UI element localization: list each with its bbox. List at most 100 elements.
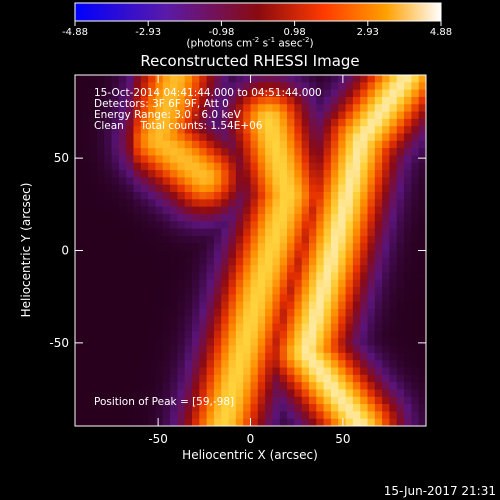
heatmap-cell [235,177,244,186]
heatmap-cell [279,75,288,83]
heatmap-cell [89,404,98,412]
heatmap-cell [177,199,186,208]
heatmap-cell [148,272,156,281]
heatmap-cell [411,82,420,91]
heatmap-cell [272,82,281,91]
heatmap-cell [323,265,332,273]
heatmap-cell [338,352,347,361]
heatmap-cell [235,404,244,412]
heatmap-cell [265,309,273,317]
heatmap-cell [155,301,164,310]
heatmap-cell [352,389,361,398]
heatmap-cell [199,330,208,339]
heatmap-cell [75,75,83,83]
heatmap-cell [213,257,222,266]
heatmap-cell [111,250,120,259]
heatmap-cell [404,309,412,317]
heatmap-cell [235,301,244,310]
heatmap-cell [228,133,237,142]
heatmap-cell [338,213,347,222]
heatmap-cell [382,250,390,259]
heatmap-cell [96,352,105,361]
heatmap-cell [374,82,383,91]
heatmap-cell [345,301,354,310]
heatmap-cell [257,367,266,376]
heatmap-cell [133,396,142,405]
heatmap-cell [184,338,193,347]
heatmap-cell [418,294,426,303]
heatmap-cell [389,221,398,230]
heatmap-cell [177,345,186,354]
heatmap-cell [206,360,215,368]
heatmap-cell [287,89,295,98]
heatmap-cell [162,338,171,347]
heatmap-cell [389,338,398,347]
heatmap-cell [316,367,325,376]
heatmap-cell [111,257,120,266]
heatmap-cell [272,89,281,98]
heatmap-cell [272,170,281,178]
heatmap-cell [287,155,295,164]
heatmap-cell [352,221,361,230]
heatmap-cell [111,396,120,405]
heatmap-cell [228,243,237,251]
heatmap-cell [89,272,98,281]
heatmap-cell [221,389,230,398]
heatmap-cell [243,360,251,368]
heatmap-cell [170,367,178,376]
heatmap-cell [235,126,244,134]
heatmap-cell [89,411,98,420]
heatmap-cell [316,301,325,310]
heatmap-cell [367,309,376,317]
heatmap-cell [323,89,332,98]
heatmap-cell [184,382,193,390]
heatmap-cell [345,287,354,295]
heatmap-cell [250,221,259,230]
heatmap-cell [345,213,354,222]
heatmap-cell [257,213,266,222]
heatmap-cell [265,382,273,390]
heatmap-cell [221,367,230,376]
heatmap-cell [177,257,186,266]
heatmap-cell [265,367,273,376]
heatmap-cell [411,294,420,303]
heatmap-cell [235,111,244,120]
heatmap-cell [360,75,368,83]
heatmap-cell [367,323,376,332]
heatmap-cell [192,411,200,420]
heatmap-cell [206,382,215,390]
heatmap-cell [396,330,405,339]
heatmap-cell [396,213,405,222]
heatmap-cell [155,411,164,420]
heatmap-cell [133,404,142,412]
heatmap-cell [316,257,325,266]
heatmap-cell [89,199,98,208]
heatmap-cell [330,338,339,347]
heatmap-cell [345,411,354,420]
heatmap-cell [177,301,186,310]
heatmap-cell [338,184,347,193]
heatmap-cell [148,155,156,164]
heatmap-cell [148,382,156,390]
heatmap-cell [148,294,156,303]
heatmap-cell [367,352,376,361]
heatmap-cell [221,104,230,113]
heatmap-cell [287,323,295,332]
heatmap-cell [126,111,134,120]
heatmap-cell [177,382,186,390]
heatmap-cell [404,177,412,186]
heatmap-cell [177,287,186,295]
heatmap-cell [279,345,288,354]
heatmap-cell [323,184,332,193]
heatmap-cell [96,301,105,310]
heatmap-cell [192,360,200,368]
heatmap-cell [309,118,317,127]
heatmap-cell [418,323,426,332]
heatmap-cell [104,170,113,178]
heatmap-cell [411,111,420,120]
heatmap-cell [287,170,295,178]
heatmap-cell [75,389,83,398]
heatmap-cell [389,323,398,332]
heatmap-cell [345,345,354,354]
heatmap-cell [360,301,368,310]
